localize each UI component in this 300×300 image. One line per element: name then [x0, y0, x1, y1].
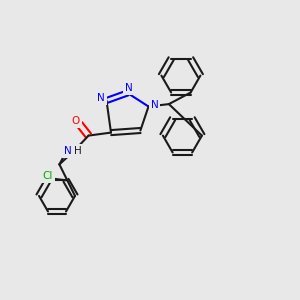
Text: N: N	[125, 82, 133, 93]
Text: H: H	[74, 146, 82, 156]
Text: N: N	[97, 93, 105, 103]
Text: Cl: Cl	[43, 171, 53, 182]
Text: N: N	[64, 146, 71, 156]
Text: N: N	[151, 100, 158, 110]
Text: O: O	[72, 116, 80, 126]
